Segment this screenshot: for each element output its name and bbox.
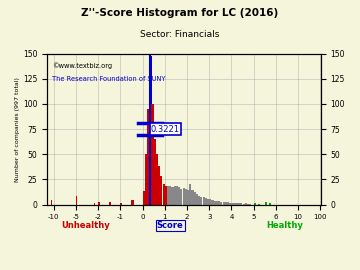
Bar xyxy=(236,202,238,205)
Bar xyxy=(171,187,174,205)
Bar xyxy=(147,109,149,205)
Bar xyxy=(265,202,267,205)
Bar xyxy=(247,204,249,205)
Bar xyxy=(185,190,187,205)
Bar xyxy=(218,201,220,205)
Text: Z''-Score Histogram for LC (2016): Z''-Score Histogram for LC (2016) xyxy=(81,8,279,18)
Bar xyxy=(156,154,158,205)
Bar xyxy=(51,200,52,205)
Bar xyxy=(222,202,225,205)
Text: ©www.textbiz.org: ©www.textbiz.org xyxy=(53,63,113,69)
Bar xyxy=(94,202,95,205)
Bar xyxy=(207,198,209,205)
Bar xyxy=(150,56,153,205)
Bar xyxy=(120,202,122,205)
Bar xyxy=(98,202,100,205)
Text: Sector: Financials: Sector: Financials xyxy=(140,30,220,39)
Bar xyxy=(231,202,234,205)
Bar xyxy=(243,204,245,205)
Text: Unhealthy: Unhealthy xyxy=(61,221,110,230)
Bar xyxy=(180,190,183,205)
Bar xyxy=(240,202,243,205)
Bar xyxy=(167,187,169,205)
Bar xyxy=(229,202,231,205)
Bar xyxy=(183,188,185,205)
Bar xyxy=(234,202,236,205)
Bar xyxy=(145,154,147,205)
Bar xyxy=(209,198,211,205)
Bar xyxy=(176,187,178,205)
Bar xyxy=(165,187,167,205)
Bar xyxy=(143,191,145,205)
Text: The Research Foundation of SUNY: The Research Foundation of SUNY xyxy=(53,76,166,82)
Bar xyxy=(258,204,260,205)
Bar xyxy=(254,202,256,205)
Bar xyxy=(160,176,162,205)
Bar xyxy=(163,184,165,205)
Bar xyxy=(249,204,251,205)
Bar xyxy=(269,202,271,205)
Bar xyxy=(196,194,198,205)
Bar xyxy=(192,190,194,205)
Bar xyxy=(189,184,192,205)
Bar xyxy=(238,202,240,205)
Bar xyxy=(109,202,111,205)
Bar xyxy=(169,187,171,205)
Bar xyxy=(211,200,213,205)
Bar xyxy=(225,202,227,205)
Bar xyxy=(201,197,202,205)
Bar xyxy=(178,187,180,205)
Bar xyxy=(158,166,160,205)
Bar xyxy=(76,195,77,205)
Text: 0.3221: 0.3221 xyxy=(151,124,180,134)
Text: Healthy: Healthy xyxy=(267,221,303,230)
Bar xyxy=(187,190,189,205)
Bar xyxy=(198,195,200,205)
Bar xyxy=(152,104,154,205)
Text: Score: Score xyxy=(157,221,184,230)
Bar xyxy=(220,202,222,205)
Bar xyxy=(149,59,151,205)
Bar xyxy=(194,193,196,205)
Bar xyxy=(154,139,156,205)
Bar xyxy=(227,202,229,205)
Bar xyxy=(131,200,134,205)
Y-axis label: Number of companies (997 total): Number of companies (997 total) xyxy=(15,77,20,181)
Bar xyxy=(245,202,247,205)
Bar xyxy=(205,198,207,205)
Bar xyxy=(203,197,205,205)
Bar xyxy=(174,187,176,205)
Bar xyxy=(216,201,218,205)
Bar xyxy=(214,201,216,205)
